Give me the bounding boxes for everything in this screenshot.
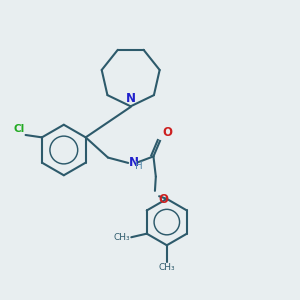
Text: Cl: Cl [13,124,24,134]
Text: O: O [162,126,172,139]
Text: O: O [158,193,168,206]
Text: CH₃: CH₃ [158,263,175,272]
Text: N: N [129,156,139,169]
Text: H: H [135,161,142,172]
Text: N: N [126,92,136,105]
Text: CH₃: CH₃ [114,233,130,242]
